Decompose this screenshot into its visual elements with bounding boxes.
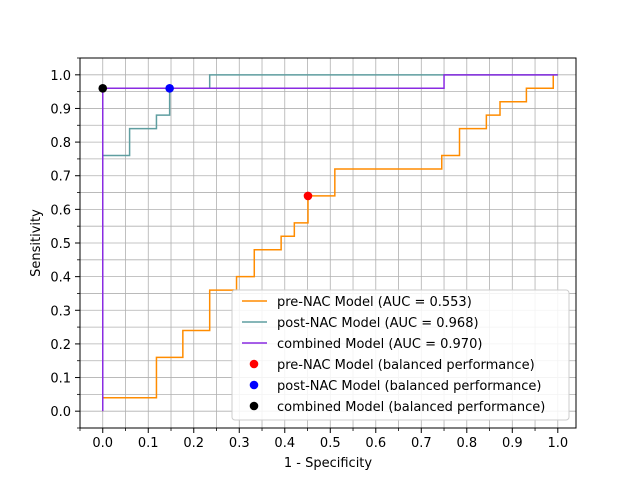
y-tick-label: 0.4: [50, 271, 71, 286]
legend-label-point-1: post-NAC Model (balanced performance): [277, 379, 542, 394]
series-line-0: [102, 74, 554, 412]
x-tick-label: 0.8: [456, 436, 477, 451]
y-tick-label: 0.8: [50, 136, 71, 151]
axis-ticks: 0.0 0.1 0.2 0.3 0.4 0.5 0.6 0.7 0.8 0.9 1.0 0.0 0.1 0…: [50, 57, 568, 451]
x-tick-label: 0.0: [92, 436, 113, 451]
legend-label-series-2: combined Model (AUC = 0.970): [277, 337, 482, 352]
y-tick-label: 1.0: [50, 69, 71, 84]
legend-label-series-1: post-NAC Model (AUC = 0.968): [277, 316, 479, 331]
x-tick-label: 0.5: [320, 436, 341, 451]
y-tick-label: 0.5: [50, 237, 71, 252]
balanced-point-1: [165, 83, 174, 93]
series-lines: [102, 74, 558, 412]
series-line-1: [102, 74, 558, 412]
y-tick-label: 0.1: [50, 372, 71, 387]
x-tick-label: 1.0: [547, 436, 568, 451]
legend-marker-2: [249, 401, 259, 411]
legend-label-point-2: combined Model (balanced performance): [277, 400, 545, 415]
balanced-point-2: [98, 83, 108, 93]
legend: pre-NAC Model (AUC = 0.553) post-NAC Mode…: [231, 289, 570, 421]
balanced-points: [98, 83, 313, 201]
y-axis-label: Sensitivity: [29, 209, 44, 277]
x-axis-label: 1 - Specificity: [284, 456, 373, 471]
x-tick-label: 0.3: [229, 436, 250, 451]
series-line-2: [102, 74, 558, 412]
y-tick-label: 0.7: [50, 170, 71, 185]
x-tick-label: 0.6: [365, 436, 386, 451]
y-tick-label: 0.0: [50, 405, 71, 420]
legend-label-point-0: pre-NAC Model (balanced performance): [277, 358, 535, 373]
y-tick-label: 0.3: [50, 304, 71, 319]
x-tick-label: 0.7: [411, 436, 432, 451]
x-tick-label: 0.1: [138, 436, 159, 451]
legend-label-series-0: pre-NAC Model (AUC = 0.553): [277, 295, 472, 310]
legend-box: [231, 289, 570, 421]
y-tick-label: 0.6: [50, 203, 71, 218]
x-tick-label: 0.2: [183, 436, 204, 451]
x-tick-label: 0.4: [274, 436, 295, 451]
y-tick-label: 0.9: [50, 102, 71, 117]
balanced-point-0: [303, 191, 313, 201]
legend-marker-1: [249, 380, 259, 390]
legend-marker-0: [249, 359, 259, 369]
y-tick-label: 0.2: [50, 338, 71, 353]
x-tick-label: 0.9: [502, 436, 523, 451]
